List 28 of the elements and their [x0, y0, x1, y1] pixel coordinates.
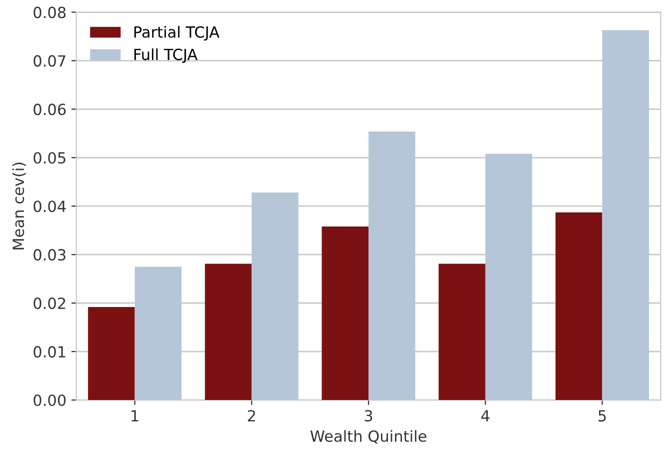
bar — [602, 30, 649, 400]
y-tick-label: 0.08 — [34, 6, 66, 18]
x-tick-label: 1 — [132, 410, 138, 422]
x-tick-label: 4 — [481, 410, 490, 422]
bar — [134, 266, 182, 400]
bar — [438, 264, 486, 400]
y-tick-label: 0.00 — [34, 394, 66, 406]
x-axis-title: Wealth Quintile — [310, 430, 426, 444]
y-tick-label: 0.06 — [34, 104, 66, 116]
bar — [556, 212, 602, 400]
x-tick-label: 2 — [248, 410, 255, 422]
y-tick-label: 0.05 — [34, 152, 66, 164]
bar — [368, 131, 416, 400]
bar — [252, 192, 298, 400]
x-tick-label: 3 — [364, 410, 372, 422]
y-tick-label: 0.01 — [34, 346, 66, 358]
y-tick-label: 0.03 — [34, 249, 66, 261]
y-tick-label: 0.04 — [34, 200, 66, 212]
y-tick-label: 0.07 — [34, 55, 66, 67]
y-axis-title: Mean cev(i) — [12, 162, 26, 250]
x-tick-label: 5 — [598, 410, 606, 422]
legend-label: Full TCJA — [134, 48, 198, 64]
legend-label: Partial TCJA — [134, 26, 220, 41]
y-tick-label: 0.02 — [34, 298, 66, 310]
bar — [204, 264, 252, 400]
bar — [322, 226, 369, 400]
bar — [485, 154, 532, 400]
bar — [88, 306, 135, 400]
